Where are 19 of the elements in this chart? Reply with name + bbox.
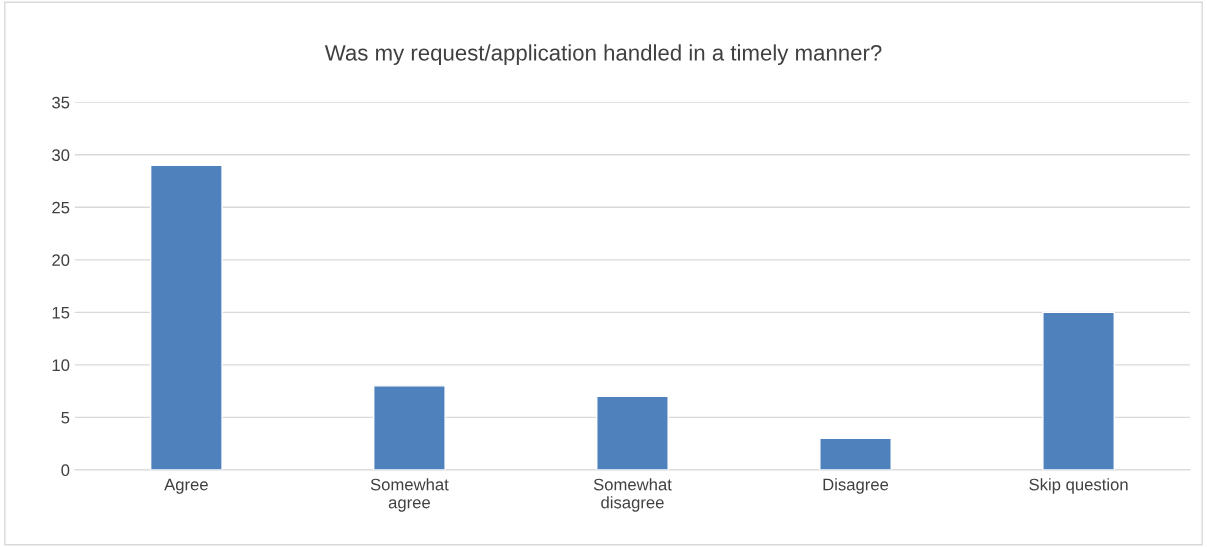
bar bbox=[1042, 311, 1115, 470]
bar bbox=[149, 164, 223, 470]
y-tick-label: 20 bbox=[52, 254, 70, 267]
x-tick-label: Skip question bbox=[1029, 478, 1128, 494]
y-tick-label: 30 bbox=[52, 149, 70, 161]
x-tick-label: Agree bbox=[164, 478, 208, 494]
y-tick-label: 0 bbox=[61, 464, 70, 477]
y-tick-label: 5 bbox=[61, 411, 70, 424]
bar bbox=[819, 437, 892, 470]
bar bbox=[596, 395, 669, 470]
bar bbox=[373, 385, 446, 470]
y-tick-label: 25 bbox=[52, 201, 70, 214]
x-tick-label: Disagree bbox=[823, 478, 889, 494]
x-tick-label: Somewhat agree bbox=[370, 478, 449, 512]
y-tick-label: 35 bbox=[52, 96, 70, 109]
y-tick-label: 15 bbox=[52, 306, 70, 319]
y-tick-label: 10 bbox=[52, 359, 70, 372]
chart-title: Was my request/application handled in a timely manner? bbox=[324, 44, 882, 66]
x-tick-label: Somewhat disagree bbox=[593, 478, 672, 512]
